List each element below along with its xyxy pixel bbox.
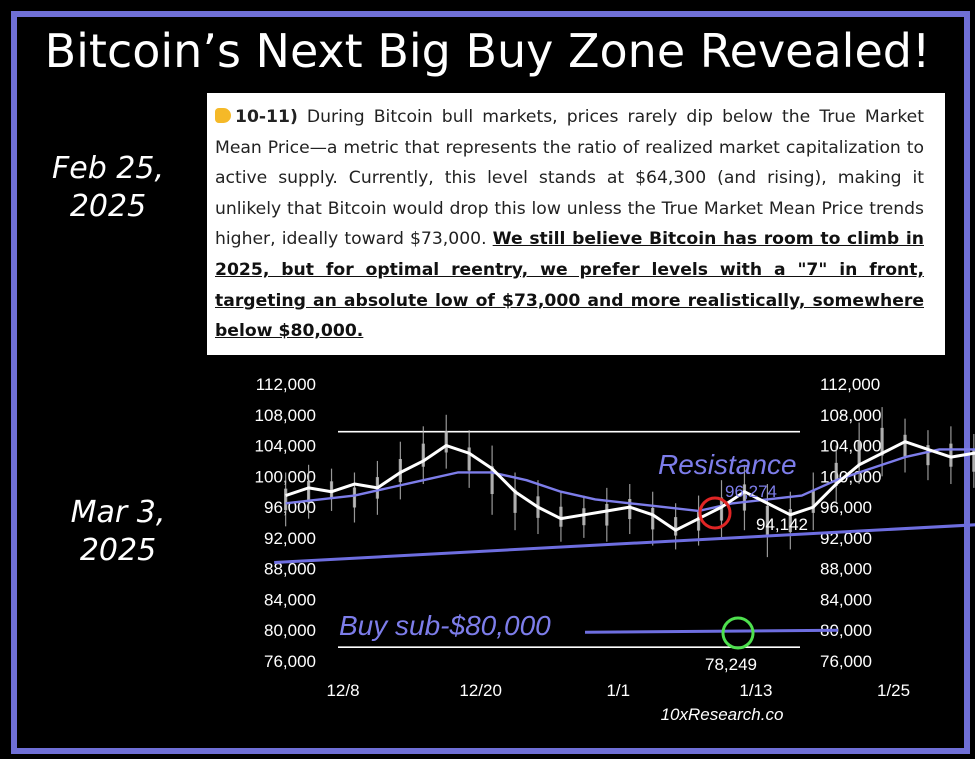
candle-body [857,440,861,466]
quote-box: 10-11) During Bitcoin bull markets, pric… [207,93,945,355]
price-line [285,440,975,532]
candle-body [742,484,747,511]
candle-body [352,487,357,508]
low-marker-circle [721,616,755,650]
candle-body [421,443,425,467]
candle-body [719,497,724,521]
buy-zone-line [584,628,839,634]
outer-frame [11,11,970,754]
x-tick-label: 12/20 [459,681,502,700]
date-line: Mar 3, [70,495,166,530]
candle-body [674,517,678,536]
pointing-finger-icon [215,108,231,123]
x-tick-label: 1/1 [606,681,630,700]
date-line: 2025 [79,533,157,568]
y-tick-label-right: 96,000 [820,498,872,517]
y-tick-label-right: 108,000 [820,406,881,425]
y-tick-label-right: 84,000 [820,590,872,609]
y-tick-label-right: 104,000 [820,437,881,456]
page-title: Bitcoin’s Next Big Buy Zone Revealed! [44,24,931,78]
x-tick-label: 1/13 [739,681,772,700]
candle-body [651,507,655,530]
y-tick-label-left: 80,000 [264,621,316,640]
last-value-label: 94,142 [756,515,808,534]
candle-body [559,506,563,527]
candle-body [513,489,517,513]
candle-body [880,427,884,456]
candle-body [398,459,402,483]
low-value-label: 78,249 [705,655,757,674]
y-tick-label-right: 80,000 [820,621,872,640]
y-tick-label-left: 88,000 [264,560,316,579]
candle-body [788,509,792,533]
candle-body [306,480,311,503]
y-tick-label-right: 76,000 [820,652,872,671]
quote-lead: 10-11) [235,107,298,127]
y-tick-label-left: 76,000 [264,652,316,671]
y-tick-label-left: 96,000 [264,498,316,517]
candle-body [972,450,975,472]
resistance-trendline [274,523,975,565]
y-tick-label-left: 84,000 [264,590,316,609]
candle-body [696,510,701,531]
x-tick-label: 1/25 [877,681,910,700]
source-label: 10xResearch.co [661,705,784,724]
candle-body [628,499,632,520]
x-tick-label: 12/8 [326,681,359,700]
y-tick-label-left: 112,000 [256,375,316,394]
candle-body [903,434,907,457]
candle-body [467,447,471,471]
resistance-label: Resistance [658,449,797,480]
candle-body [444,430,448,453]
y-tick-label-left: 92,000 [264,529,316,548]
quote-body: During Bitcoin bull markets, prices rare… [215,107,924,250]
candle-body [605,504,609,526]
candle-body [926,445,930,466]
y-tick-label-left: 108,000 [255,406,316,425]
y-tick-label-left: 104,000 [255,437,316,456]
candle-body [949,443,953,467]
candle-body [329,481,334,499]
candle-body [490,466,494,495]
date-line: 2025 [69,189,147,224]
candle-body [811,489,815,513]
date-feb-25: Feb 25, 2025 [28,150,188,226]
candle-body [765,505,769,536]
date-line: Feb 25, [51,151,164,186]
quote-emphasis: We still believe Bitcoin has room to cli… [215,229,924,342]
candle-body [834,462,838,486]
high-value-label: 96,274 [725,482,777,501]
moving-average-line [285,448,975,513]
candle-body [582,508,586,526]
y-tick-label-right: 112,000 [820,375,880,394]
candle-body [284,488,288,511]
date-mar-3: Mar 3, 2025 [38,494,198,570]
y-tick-label-right: 88,000 [820,560,872,579]
high-marker-circle [698,496,732,530]
buy-zone-label: Buy sub-$80,000 [339,610,551,641]
